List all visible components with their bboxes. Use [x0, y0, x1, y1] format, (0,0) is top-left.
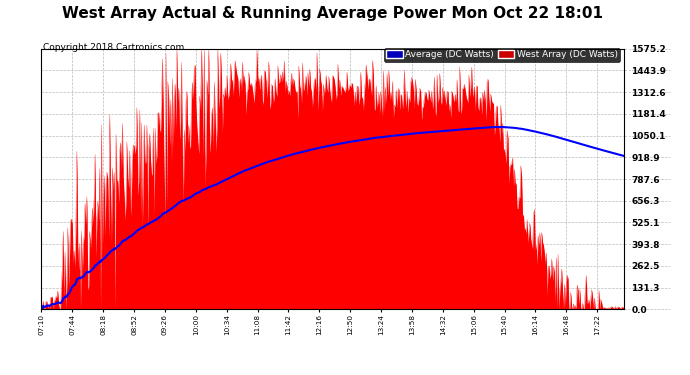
Legend: Average (DC Watts), West Array (DC Watts): Average (DC Watts), West Array (DC Watts…	[384, 48, 620, 62]
Text: West Array Actual & Running Average Power Mon Oct 22 18:01: West Array Actual & Running Average Powe…	[62, 6, 604, 21]
Text: Copyright 2018 Cartronics.com: Copyright 2018 Cartronics.com	[43, 43, 184, 52]
